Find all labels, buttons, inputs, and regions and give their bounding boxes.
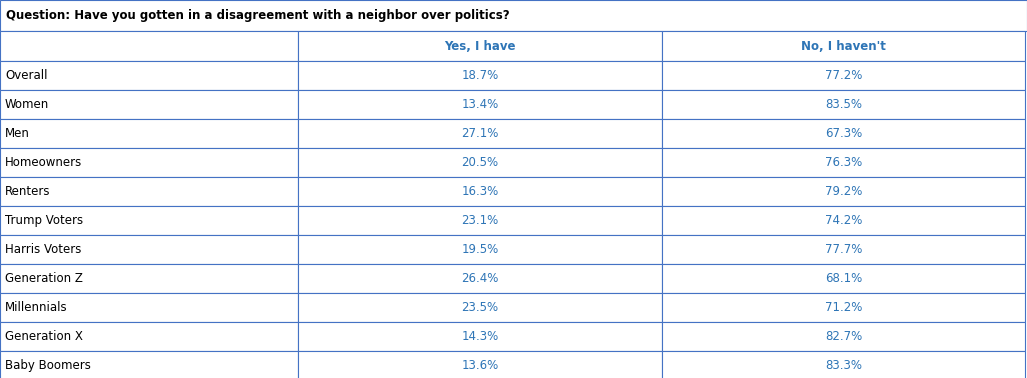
Bar — [662, 264, 1025, 293]
Text: Renters: Renters — [5, 185, 50, 198]
Bar — [0, 90, 298, 119]
Bar — [0, 322, 298, 351]
Bar — [662, 177, 1025, 206]
Bar — [298, 148, 662, 177]
Bar — [0, 119, 298, 148]
Bar — [298, 31, 662, 61]
Bar — [0, 61, 298, 90]
Text: 26.4%: 26.4% — [461, 272, 499, 285]
Text: 68.1%: 68.1% — [825, 272, 862, 285]
Text: 19.5%: 19.5% — [461, 243, 499, 256]
Text: 83.3%: 83.3% — [825, 359, 862, 372]
Bar — [0, 177, 298, 206]
Text: 23.5%: 23.5% — [461, 301, 498, 314]
Bar — [298, 264, 662, 293]
Bar — [662, 90, 1025, 119]
Text: Women: Women — [5, 98, 49, 111]
Text: 20.5%: 20.5% — [461, 156, 498, 169]
Bar — [0, 235, 298, 264]
Bar — [298, 119, 662, 148]
Text: Generation X: Generation X — [5, 330, 83, 343]
Bar — [298, 206, 662, 235]
Bar — [298, 90, 662, 119]
Text: Millennials: Millennials — [5, 301, 68, 314]
Text: 16.3%: 16.3% — [461, 185, 499, 198]
Bar — [298, 235, 662, 264]
Bar — [0, 206, 298, 235]
Text: Generation Z: Generation Z — [5, 272, 83, 285]
Text: 79.2%: 79.2% — [825, 185, 863, 198]
Bar — [0, 351, 298, 378]
Bar — [0, 293, 298, 322]
Bar — [298, 322, 662, 351]
Text: 13.6%: 13.6% — [461, 359, 499, 372]
Text: 77.7%: 77.7% — [825, 243, 863, 256]
Bar — [662, 322, 1025, 351]
Text: Trump Voters: Trump Voters — [5, 214, 83, 227]
Bar — [662, 235, 1025, 264]
Bar — [662, 31, 1025, 61]
Text: 14.3%: 14.3% — [461, 330, 499, 343]
Bar — [298, 351, 662, 378]
Text: Harris Voters: Harris Voters — [5, 243, 81, 256]
Bar — [0, 31, 298, 61]
Bar — [662, 293, 1025, 322]
Text: Homeowners: Homeowners — [5, 156, 82, 169]
Bar — [662, 351, 1025, 378]
Text: Men: Men — [5, 127, 30, 140]
Text: 27.1%: 27.1% — [461, 127, 499, 140]
Text: 23.1%: 23.1% — [461, 214, 499, 227]
Text: Question: Have you gotten in a disagreement with a neighbor over politics?: Question: Have you gotten in a disagreem… — [6, 9, 509, 22]
Text: Yes, I have: Yes, I have — [445, 39, 516, 53]
Bar — [298, 293, 662, 322]
Text: 18.7%: 18.7% — [461, 69, 499, 82]
Bar — [298, 177, 662, 206]
Text: Baby Boomers: Baby Boomers — [5, 359, 90, 372]
Text: No, I haven't: No, I haven't — [801, 39, 886, 53]
Bar — [662, 61, 1025, 90]
Text: 13.4%: 13.4% — [461, 98, 499, 111]
Text: 74.2%: 74.2% — [825, 214, 863, 227]
Bar — [0, 0, 1027, 31]
Text: 77.2%: 77.2% — [825, 69, 863, 82]
Bar — [0, 264, 298, 293]
Text: 67.3%: 67.3% — [825, 127, 862, 140]
Text: 83.5%: 83.5% — [825, 98, 862, 111]
Text: 76.3%: 76.3% — [825, 156, 862, 169]
Bar — [662, 119, 1025, 148]
Text: 71.2%: 71.2% — [825, 301, 863, 314]
Text: 82.7%: 82.7% — [825, 330, 862, 343]
Bar — [298, 61, 662, 90]
Text: Overall: Overall — [5, 69, 47, 82]
Bar — [662, 206, 1025, 235]
Bar — [0, 148, 298, 177]
Bar — [662, 148, 1025, 177]
